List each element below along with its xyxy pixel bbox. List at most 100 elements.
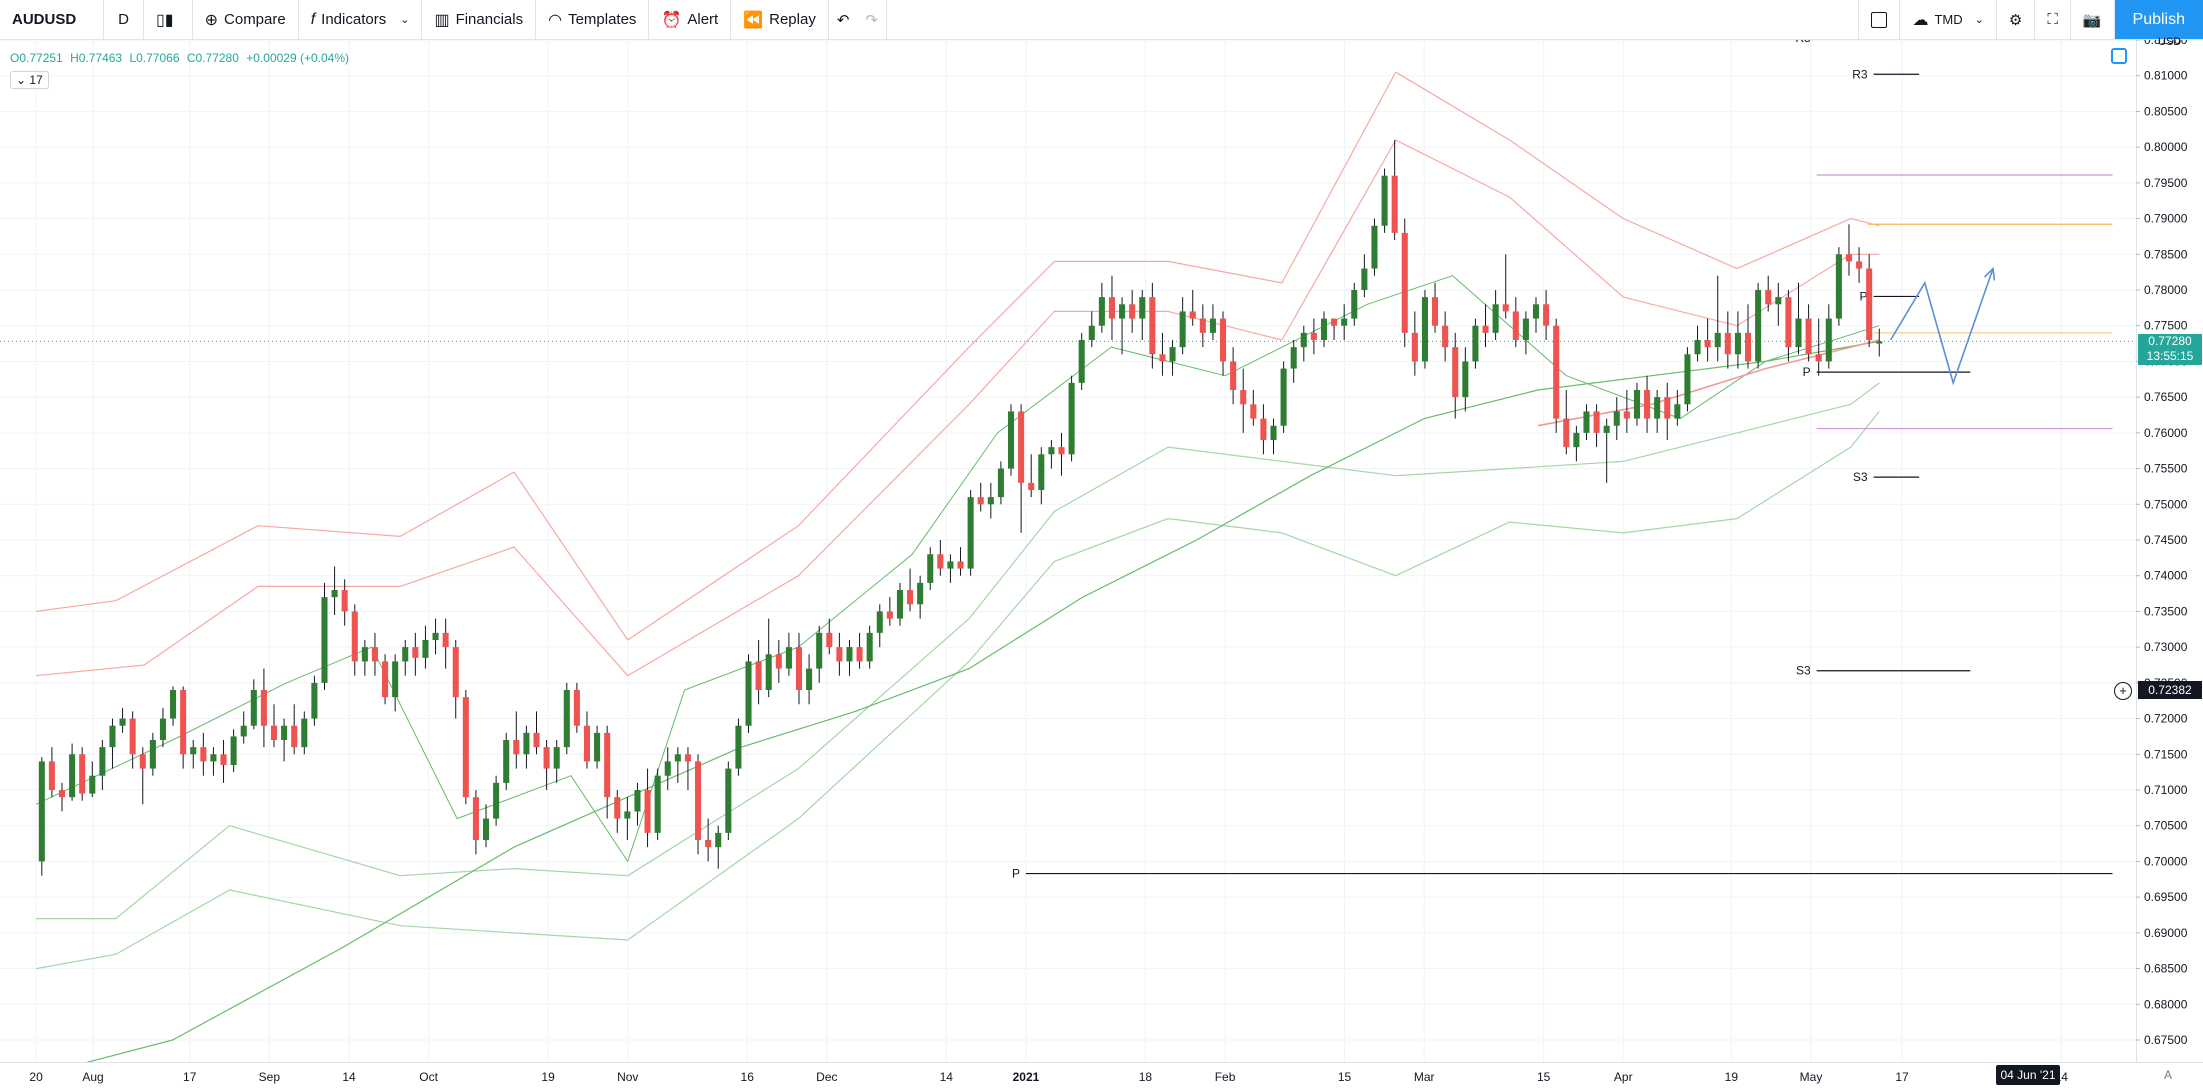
candle-body xyxy=(594,732,601,762)
candle xyxy=(1320,311,1328,348)
price-axis-bg xyxy=(2136,39,2203,1062)
publish-button[interactable]: Publish xyxy=(2114,0,2203,39)
candle-body xyxy=(1856,261,1863,269)
candle-body xyxy=(684,754,691,762)
candle xyxy=(1028,454,1035,498)
fullscreen-button[interactable]: ⛶ xyxy=(2035,0,2071,39)
candle-body xyxy=(604,732,611,798)
candle-body xyxy=(442,632,449,648)
moving-average-slow-line xyxy=(35,340,1880,1077)
candle xyxy=(1462,347,1469,412)
undo-button[interactable]: ↶ xyxy=(829,0,858,39)
candle-body xyxy=(1169,347,1176,362)
time-axis: 20 Aug 17 Sep 14 Oct 19 Nov 16 Dec 14 2021 18 Feb 15 Ma… xyxy=(0,1062,2203,1091)
candle xyxy=(705,818,712,862)
candle xyxy=(1219,311,1227,376)
symbol-search-button[interactable]: AUDUSD xyxy=(0,0,104,39)
compare-button[interactable]: ⊕ Compare xyxy=(193,0,299,39)
candle-body xyxy=(220,754,227,765)
candle-body xyxy=(1502,304,1509,312)
candle-body xyxy=(69,754,76,798)
candle-body xyxy=(563,690,570,748)
candle xyxy=(58,782,66,812)
candle-body xyxy=(1320,318,1328,340)
candle xyxy=(311,675,318,726)
candle-body xyxy=(1391,175,1398,233)
indicators-button[interactable]: f Indicators ⌄ xyxy=(299,0,423,39)
candle xyxy=(230,729,237,773)
candle-body xyxy=(1411,332,1418,362)
candle-body xyxy=(543,747,550,769)
candle xyxy=(1543,290,1550,340)
candle-body xyxy=(856,647,863,662)
financials-button[interactable]: ▥ Financials xyxy=(422,0,537,39)
candle-body xyxy=(402,647,409,662)
candle xyxy=(200,732,207,776)
candle-body xyxy=(1108,297,1116,319)
candle xyxy=(1169,340,1176,376)
candle xyxy=(1018,404,1025,533)
candle-body xyxy=(432,632,439,640)
snapshot-button[interactable]: 📷 xyxy=(2071,0,2115,39)
candle-body xyxy=(482,818,490,840)
candle xyxy=(1876,328,1883,357)
indicators-collapse-toggle[interactable]: ⌄ 17 xyxy=(10,71,49,89)
replay-button[interactable]: ⏪ Replay xyxy=(731,0,829,39)
candle xyxy=(1361,254,1368,298)
candles-icon: ▯▮ xyxy=(156,11,174,29)
price-tick-label: 0.69000 xyxy=(2144,926,2188,940)
camera-icon: 📷 xyxy=(2082,11,2102,29)
expand-icon: ⛶ xyxy=(2047,11,2058,28)
high-value: H0.77463 xyxy=(70,51,123,65)
candle xyxy=(604,725,611,819)
candle xyxy=(1432,282,1439,333)
candle-body xyxy=(806,668,813,690)
candle-body xyxy=(1583,411,1590,433)
candle xyxy=(190,740,197,769)
candle xyxy=(907,568,914,612)
chat-icon[interactable] xyxy=(2111,48,2127,64)
crosshair-price-label: 0.72382 xyxy=(2138,681,2202,699)
candle-body xyxy=(321,597,328,683)
candle-body xyxy=(1593,411,1600,433)
candle-body xyxy=(1381,175,1388,226)
add-alert-plus-icon[interactable]: + xyxy=(2114,682,2132,700)
candle-body xyxy=(331,590,338,598)
candle xyxy=(967,490,974,576)
candle-body xyxy=(351,611,358,662)
price-tick-label: 0.75000 xyxy=(2144,497,2188,511)
candle xyxy=(69,743,76,801)
candle-body xyxy=(159,718,166,740)
candle xyxy=(1553,318,1560,433)
candle-body xyxy=(816,632,823,669)
templates-button[interactable]: ◠ Templates xyxy=(536,0,650,39)
candle xyxy=(1300,325,1307,362)
candle xyxy=(634,782,641,826)
candle-body xyxy=(1331,318,1338,326)
candle xyxy=(1250,390,1257,426)
chart-style-button[interactable]: ▯▮ xyxy=(144,0,193,39)
fullscreen-layout-button[interactable] xyxy=(1858,0,1901,39)
candle xyxy=(1371,218,1378,276)
redo-button[interactable]: ↷ xyxy=(857,0,887,39)
candle xyxy=(997,461,1004,505)
candle-body xyxy=(523,732,530,755)
candle-body xyxy=(1189,311,1196,319)
candle-body xyxy=(1048,447,1055,455)
candle-body xyxy=(452,647,459,698)
interval-button[interactable]: D xyxy=(104,0,144,39)
alert-button[interactable]: ⏰ Alert xyxy=(649,0,732,39)
candle xyxy=(1381,168,1388,233)
candle xyxy=(1795,282,1802,355)
auto-scale-button[interactable]: A xyxy=(2164,1068,2173,1082)
candle-body xyxy=(180,690,187,755)
candle xyxy=(836,632,843,676)
time-tick-label: Dec xyxy=(816,1070,837,1084)
candle xyxy=(99,740,106,790)
candle xyxy=(543,740,550,790)
layout-menu-button[interactable]: ☁ TMD ⌄ xyxy=(1900,0,1997,39)
settings-button[interactable]: ⚙ xyxy=(1997,0,2036,39)
candle xyxy=(1007,404,1015,476)
candle xyxy=(1835,247,1842,326)
